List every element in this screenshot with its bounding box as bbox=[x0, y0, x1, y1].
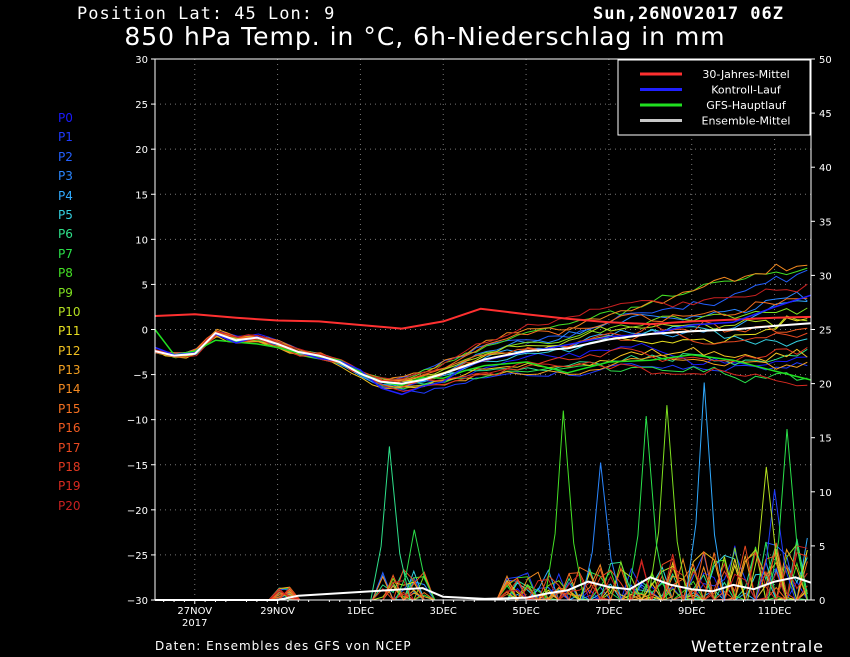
member-label-p5: P5 bbox=[58, 207, 73, 222]
precip-spike bbox=[685, 382, 726, 601]
member-label-p17: P17 bbox=[58, 440, 81, 455]
legend-label: Kontroll-Lauf bbox=[711, 84, 782, 97]
member-temp-line-p20 bbox=[154, 283, 808, 380]
ensemble-mean-temp-line bbox=[154, 322, 812, 385]
y-right-tick-label: 15 bbox=[819, 434, 832, 445]
legend: 30-Jahres-Mittel Kontroll-Lauf GFS-Hauptla… bbox=[617, 59, 811, 136]
ensemble-mean-precip-line bbox=[155, 576, 812, 601]
y-left-tick-label: 25 bbox=[135, 100, 148, 111]
legend-label: Ensemble-Mittel bbox=[702, 115, 791, 128]
member-label-p0: P0 bbox=[58, 111, 73, 125]
x-tick-label: 3DEC bbox=[430, 606, 457, 617]
position-label: Position Lat: 45 Lon: 9 bbox=[77, 4, 336, 24]
precip-spike bbox=[747, 466, 788, 601]
member-label-p11: P11 bbox=[58, 324, 81, 339]
member-temp-line-p19 bbox=[154, 333, 808, 393]
climate-mean-line bbox=[154, 307, 812, 330]
y-left-tick-label: −25 bbox=[127, 551, 148, 562]
y-right-tick-label: 35 bbox=[819, 217, 832, 228]
member-label-p3: P3 bbox=[58, 169, 73, 184]
precip-spike bbox=[395, 529, 436, 601]
y-left-tick-label: 20 bbox=[135, 145, 148, 156]
y-left-tick-label: 0 bbox=[142, 326, 148, 337]
precip-spike bbox=[647, 405, 689, 601]
member-label-p13: P13 bbox=[58, 363, 81, 378]
member-label-p9: P9 bbox=[58, 285, 73, 300]
y-right-tick-label: 45 bbox=[819, 109, 832, 120]
axes: 302520151050−5−10−15−20−25−3050454035302… bbox=[127, 55, 832, 629]
chart-title: 850 hPa Temp. in °C, 6h-Niederschlag in … bbox=[124, 22, 726, 51]
x-tick-label: 29NOV bbox=[260, 606, 295, 617]
y-left-tick-label: −30 bbox=[127, 596, 148, 607]
member-label-p19: P19 bbox=[58, 479, 81, 494]
member-temp-line-p12 bbox=[154, 335, 808, 390]
precip-spike bbox=[767, 428, 809, 601]
y-right-tick-label: 10 bbox=[819, 488, 832, 499]
x-tick-year-label: 2017 bbox=[182, 618, 207, 629]
x-tick-label: 7DEC bbox=[595, 606, 622, 617]
member-label-p12: P12 bbox=[58, 343, 81, 358]
legend-label: GFS-Hauptlauf bbox=[706, 99, 787, 112]
member-label-p1: P1 bbox=[58, 130, 73, 145]
x-tick-label: 5DEC bbox=[512, 606, 539, 617]
precip-spike bbox=[581, 462, 622, 601]
footer-source: Daten: Ensembles des GFS von NCEP bbox=[155, 639, 412, 653]
run-date: Sun,26NOV2017 06Z bbox=[593, 4, 784, 24]
member-label-p4: P4 bbox=[58, 188, 73, 203]
x-tick-label: 11DEC bbox=[758, 606, 792, 617]
member-label-p6: P6 bbox=[58, 227, 73, 242]
footer-brand: Wetterzentrale bbox=[690, 637, 824, 656]
y-right-tick-label: 0 bbox=[819, 596, 825, 607]
y-right-tick-label: 40 bbox=[819, 163, 832, 174]
x-tick-label: 9DEC bbox=[678, 606, 705, 617]
y-left-tick-label: 15 bbox=[135, 190, 148, 201]
precip-spike bbox=[370, 446, 411, 601]
member-label-p10: P10 bbox=[58, 304, 81, 319]
member-label-p15: P15 bbox=[58, 401, 81, 416]
y-right-tick-label: 30 bbox=[819, 271, 832, 282]
legend-label: 30-Jahres-Mittel bbox=[702, 68, 789, 81]
main-lines bbox=[154, 294, 812, 601]
x-tick-label: 1DEC bbox=[347, 606, 374, 617]
y-left-tick-label: −10 bbox=[127, 416, 148, 427]
member-label-p18: P18 bbox=[58, 460, 81, 475]
y-right-tick-label: 25 bbox=[819, 326, 832, 337]
plot-area bbox=[155, 59, 811, 600]
y-right-tick-label: 5 bbox=[819, 542, 825, 553]
member-label-p16: P16 bbox=[58, 421, 81, 436]
y-right-tick-label: 20 bbox=[819, 380, 832, 391]
member-label-p8: P8 bbox=[58, 266, 73, 281]
gfs-main-run-line bbox=[154, 329, 812, 387]
member-label-p7: P7 bbox=[58, 246, 73, 261]
precip-spike bbox=[627, 416, 668, 601]
plot-frame bbox=[154, 58, 812, 601]
precip-spike bbox=[544, 410, 585, 601]
member-label-p2: P2 bbox=[58, 149, 73, 164]
y-left-tick-label: −15 bbox=[127, 461, 148, 472]
grid bbox=[155, 59, 811, 600]
member-list: P0 P1 P2 P3 P4 P5 P6 P7 P8 P9 P10 P11 P12 P13 P14 P15 P1… bbox=[58, 109, 81, 516]
y-left-tick-label: 5 bbox=[142, 280, 148, 291]
x-tick-label: 27NOV bbox=[177, 606, 212, 617]
member-label-p20: P20 bbox=[58, 498, 81, 513]
member-label-p14: P14 bbox=[58, 382, 81, 397]
y-right-tick-label: 50 bbox=[819, 55, 832, 66]
y-left-tick-label: 10 bbox=[135, 235, 148, 246]
y-left-tick-label: −5 bbox=[133, 371, 148, 382]
y-left-tick-label: 30 bbox=[135, 55, 148, 66]
member-temp-line-p7 bbox=[154, 333, 808, 390]
y-left-tick-label: −20 bbox=[127, 506, 148, 517]
